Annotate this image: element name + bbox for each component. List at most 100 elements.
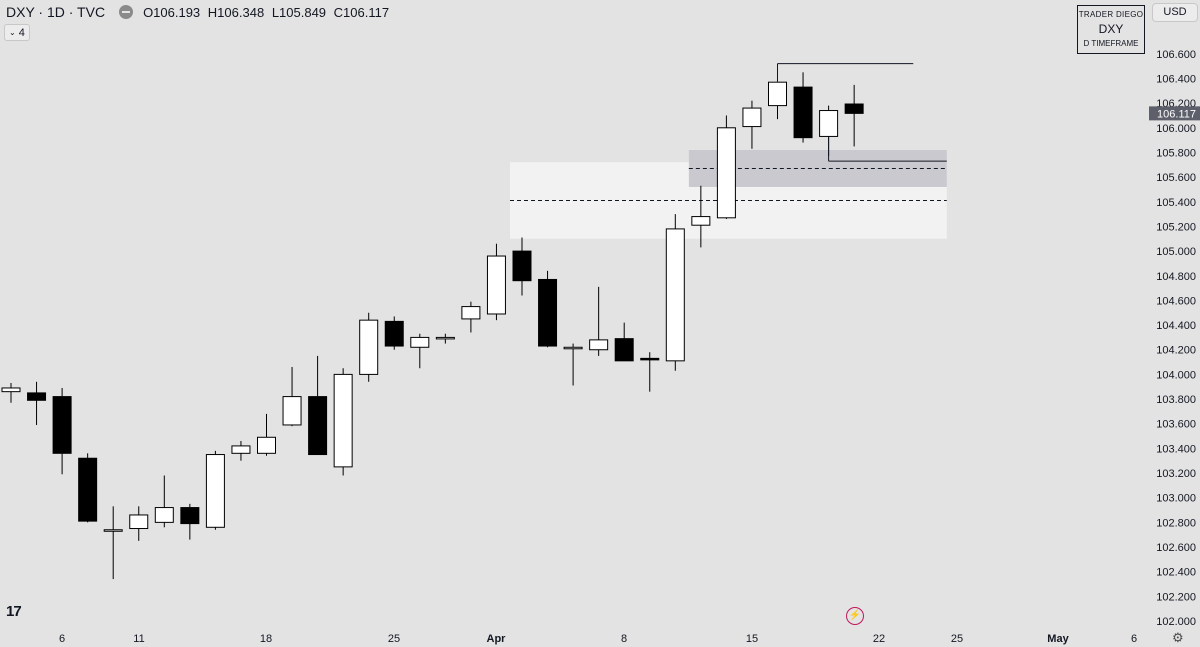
last-price-badge [1149, 106, 1200, 121]
high-value: H106.348 [207, 4, 265, 20]
price-tick-label: 102.400 [1156, 567, 1196, 579]
price-tick-label: 106.000 [1156, 123, 1196, 135]
price-tick-label: 103.800 [1156, 394, 1196, 406]
time-tick-label: May [1047, 633, 1069, 645]
price-tick-label: 105.200 [1156, 221, 1196, 233]
time-tick-label: 6 [59, 633, 65, 645]
price-tick-label: 103.200 [1156, 468, 1196, 480]
candle [691, 185, 711, 248]
watermark-box: TRADER DIEGO DXY D TIMEFRAME [1077, 5, 1145, 54]
price-tick-label: 104.400 [1156, 320, 1196, 332]
price-tick-label: 102.800 [1156, 517, 1196, 529]
candle-body [844, 103, 864, 114]
candle [563, 343, 583, 386]
candle-body [384, 320, 404, 347]
candle-body [129, 514, 149, 530]
price-tick-label: 105.800 [1156, 147, 1196, 159]
time-tick-label: 25 [388, 633, 400, 645]
candle [52, 387, 72, 475]
price-tick-label: 106.600 [1156, 49, 1196, 61]
time-tick-label: 11 [133, 633, 144, 645]
indicator-count: 4 [18, 26, 25, 39]
price-tick-label: 103.400 [1156, 443, 1196, 455]
candle [538, 270, 558, 348]
candle [308, 355, 328, 456]
tradingview-logo-icon[interactable]: 17 [6, 603, 22, 620]
candle [154, 475, 174, 528]
open-value: O106.193 [143, 4, 201, 20]
price-tick-label: 104.200 [1156, 345, 1196, 357]
candle [589, 286, 609, 356]
candle [78, 453, 98, 523]
indicators-collapse-button[interactable]: ⌄ 4 [4, 24, 30, 41]
candle [614, 322, 634, 362]
candle [665, 214, 685, 371]
candle [231, 440, 251, 461]
candle [384, 316, 404, 350]
candle-body [205, 454, 225, 528]
candle-body [308, 396, 328, 456]
candle [180, 503, 200, 540]
candle-body [154, 507, 174, 523]
candle-body [614, 338, 634, 362]
candle-body [563, 346, 583, 350]
chevron-down-icon: ⌄ [9, 28, 16, 37]
candle [129, 506, 149, 541]
candle [435, 333, 455, 344]
ohlc-values: O106.193 H106.348 L105.849 C106.117 [143, 5, 393, 20]
candle [257, 413, 276, 456]
candle-body [282, 396, 302, 426]
candle-body [435, 336, 455, 340]
time-axis[interactable]: 6 11 18 25 Apr 8 15 22 25 May 6 [59, 633, 1137, 645]
price-tick-label: 103.000 [1156, 493, 1196, 505]
candle [27, 381, 47, 425]
candles-layer [1, 64, 864, 580]
candle [1, 383, 21, 403]
candle [486, 243, 506, 321]
event-flash-icon[interactable]: ⚡ [846, 607, 864, 625]
visibility-icon[interactable] [119, 5, 134, 19]
watermark-symbol: DXY [1098, 22, 1124, 36]
price-axis[interactable]: 106.600106.400106.200106.000105.800105.6… [1148, 0, 1200, 647]
candle-body [231, 445, 251, 454]
price-tick-label: 104.000 [1156, 369, 1196, 381]
price-tick-label: 105.000 [1156, 246, 1196, 258]
candle-body [359, 319, 379, 375]
candle-body [716, 127, 736, 219]
candle-body [461, 306, 481, 320]
candle-body [486, 255, 506, 315]
candle [333, 368, 353, 476]
candle [359, 312, 379, 382]
candle [640, 352, 660, 392]
candle-body [819, 110, 839, 137]
price-tick-label: 102.200 [1156, 591, 1196, 603]
price-tick-label: 105.600 [1156, 172, 1196, 184]
candle-body [589, 339, 609, 351]
low-value: L105.849 [271, 4, 327, 20]
symbol-title[interactable]: DXY · 1D · TVC [6, 4, 106, 20]
time-tick-label: 6 [1131, 633, 1137, 645]
candle-body [742, 107, 762, 128]
gear-icon[interactable]: ⚙ [1172, 630, 1184, 645]
candle-body [538, 278, 558, 347]
time-tick-label: 22 [873, 633, 885, 645]
candle [410, 333, 430, 369]
candle [844, 84, 864, 147]
candle-body [768, 81, 787, 107]
price-tick-label: 102.000 [1156, 616, 1196, 628]
candle-body [78, 457, 98, 522]
price-tick-label: 105.400 [1156, 197, 1196, 209]
candle-body [640, 357, 660, 361]
watermark-timeframe: D TIMEFRAME [1083, 39, 1139, 48]
currency-selector[interactable]: USD [1152, 3, 1198, 22]
time-tick-label: 25 [951, 633, 963, 645]
annotation-lines-layer [777, 63, 947, 162]
candle [793, 72, 813, 143]
price-tick-label: 103.600 [1156, 419, 1196, 431]
close-value: C106.117 [333, 4, 390, 20]
watermark-author: TRADER DIEGO [1078, 10, 1144, 19]
time-tick-label: Apr [487, 633, 507, 645]
candle [742, 100, 762, 149]
price-tick-label: 102.600 [1156, 542, 1196, 554]
